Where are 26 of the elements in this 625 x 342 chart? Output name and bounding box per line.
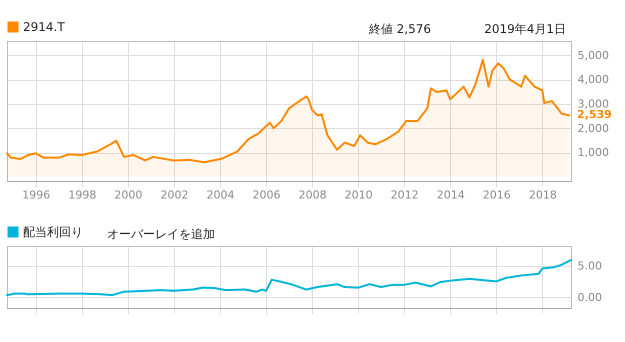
y-tick-label: 5,000: [578, 48, 609, 62]
x-tick-label: 2008: [298, 188, 327, 202]
x-tick-label: 2018: [528, 188, 557, 202]
text: 終値 2,576: [368, 22, 431, 36]
x-tick-label: 2006: [252, 188, 281, 202]
x-tick-label: 2002: [160, 188, 188, 202]
x-tick-label: 2016: [482, 188, 511, 202]
line-series: [6, 259, 572, 296]
y-tick-label: 4,000: [578, 73, 609, 86]
x-tick-label: 2010: [344, 188, 373, 202]
text: オーバーレイを追加: [107, 227, 215, 241]
x-tick-label: 2004: [206, 188, 234, 202]
x-tick-label: 2000: [114, 188, 142, 202]
x-tick-label: 2012: [390, 188, 419, 202]
annotation: 2,539: [577, 108, 612, 122]
x-tick-label: 1996: [22, 188, 50, 202]
y-tick-label: 5.00: [578, 260, 602, 273]
x-tick-label: 1998: [68, 188, 96, 202]
y-tick-label: 0.00: [578, 290, 602, 304]
legend-label: 配当利回り: [23, 225, 83, 239]
text: 2019年4月1日: [484, 22, 566, 36]
y-tick-label: 3,000: [578, 97, 609, 110]
legend-label: 2914.T: [23, 20, 66, 34]
x-tick-label: 2014: [436, 188, 465, 202]
y-tick-label: 1,000: [578, 146, 609, 160]
y-tick-label: 2,000: [578, 122, 609, 135]
